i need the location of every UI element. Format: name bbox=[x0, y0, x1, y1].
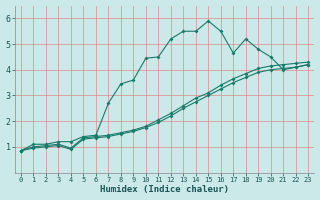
X-axis label: Humidex (Indice chaleur): Humidex (Indice chaleur) bbox=[100, 185, 229, 194]
